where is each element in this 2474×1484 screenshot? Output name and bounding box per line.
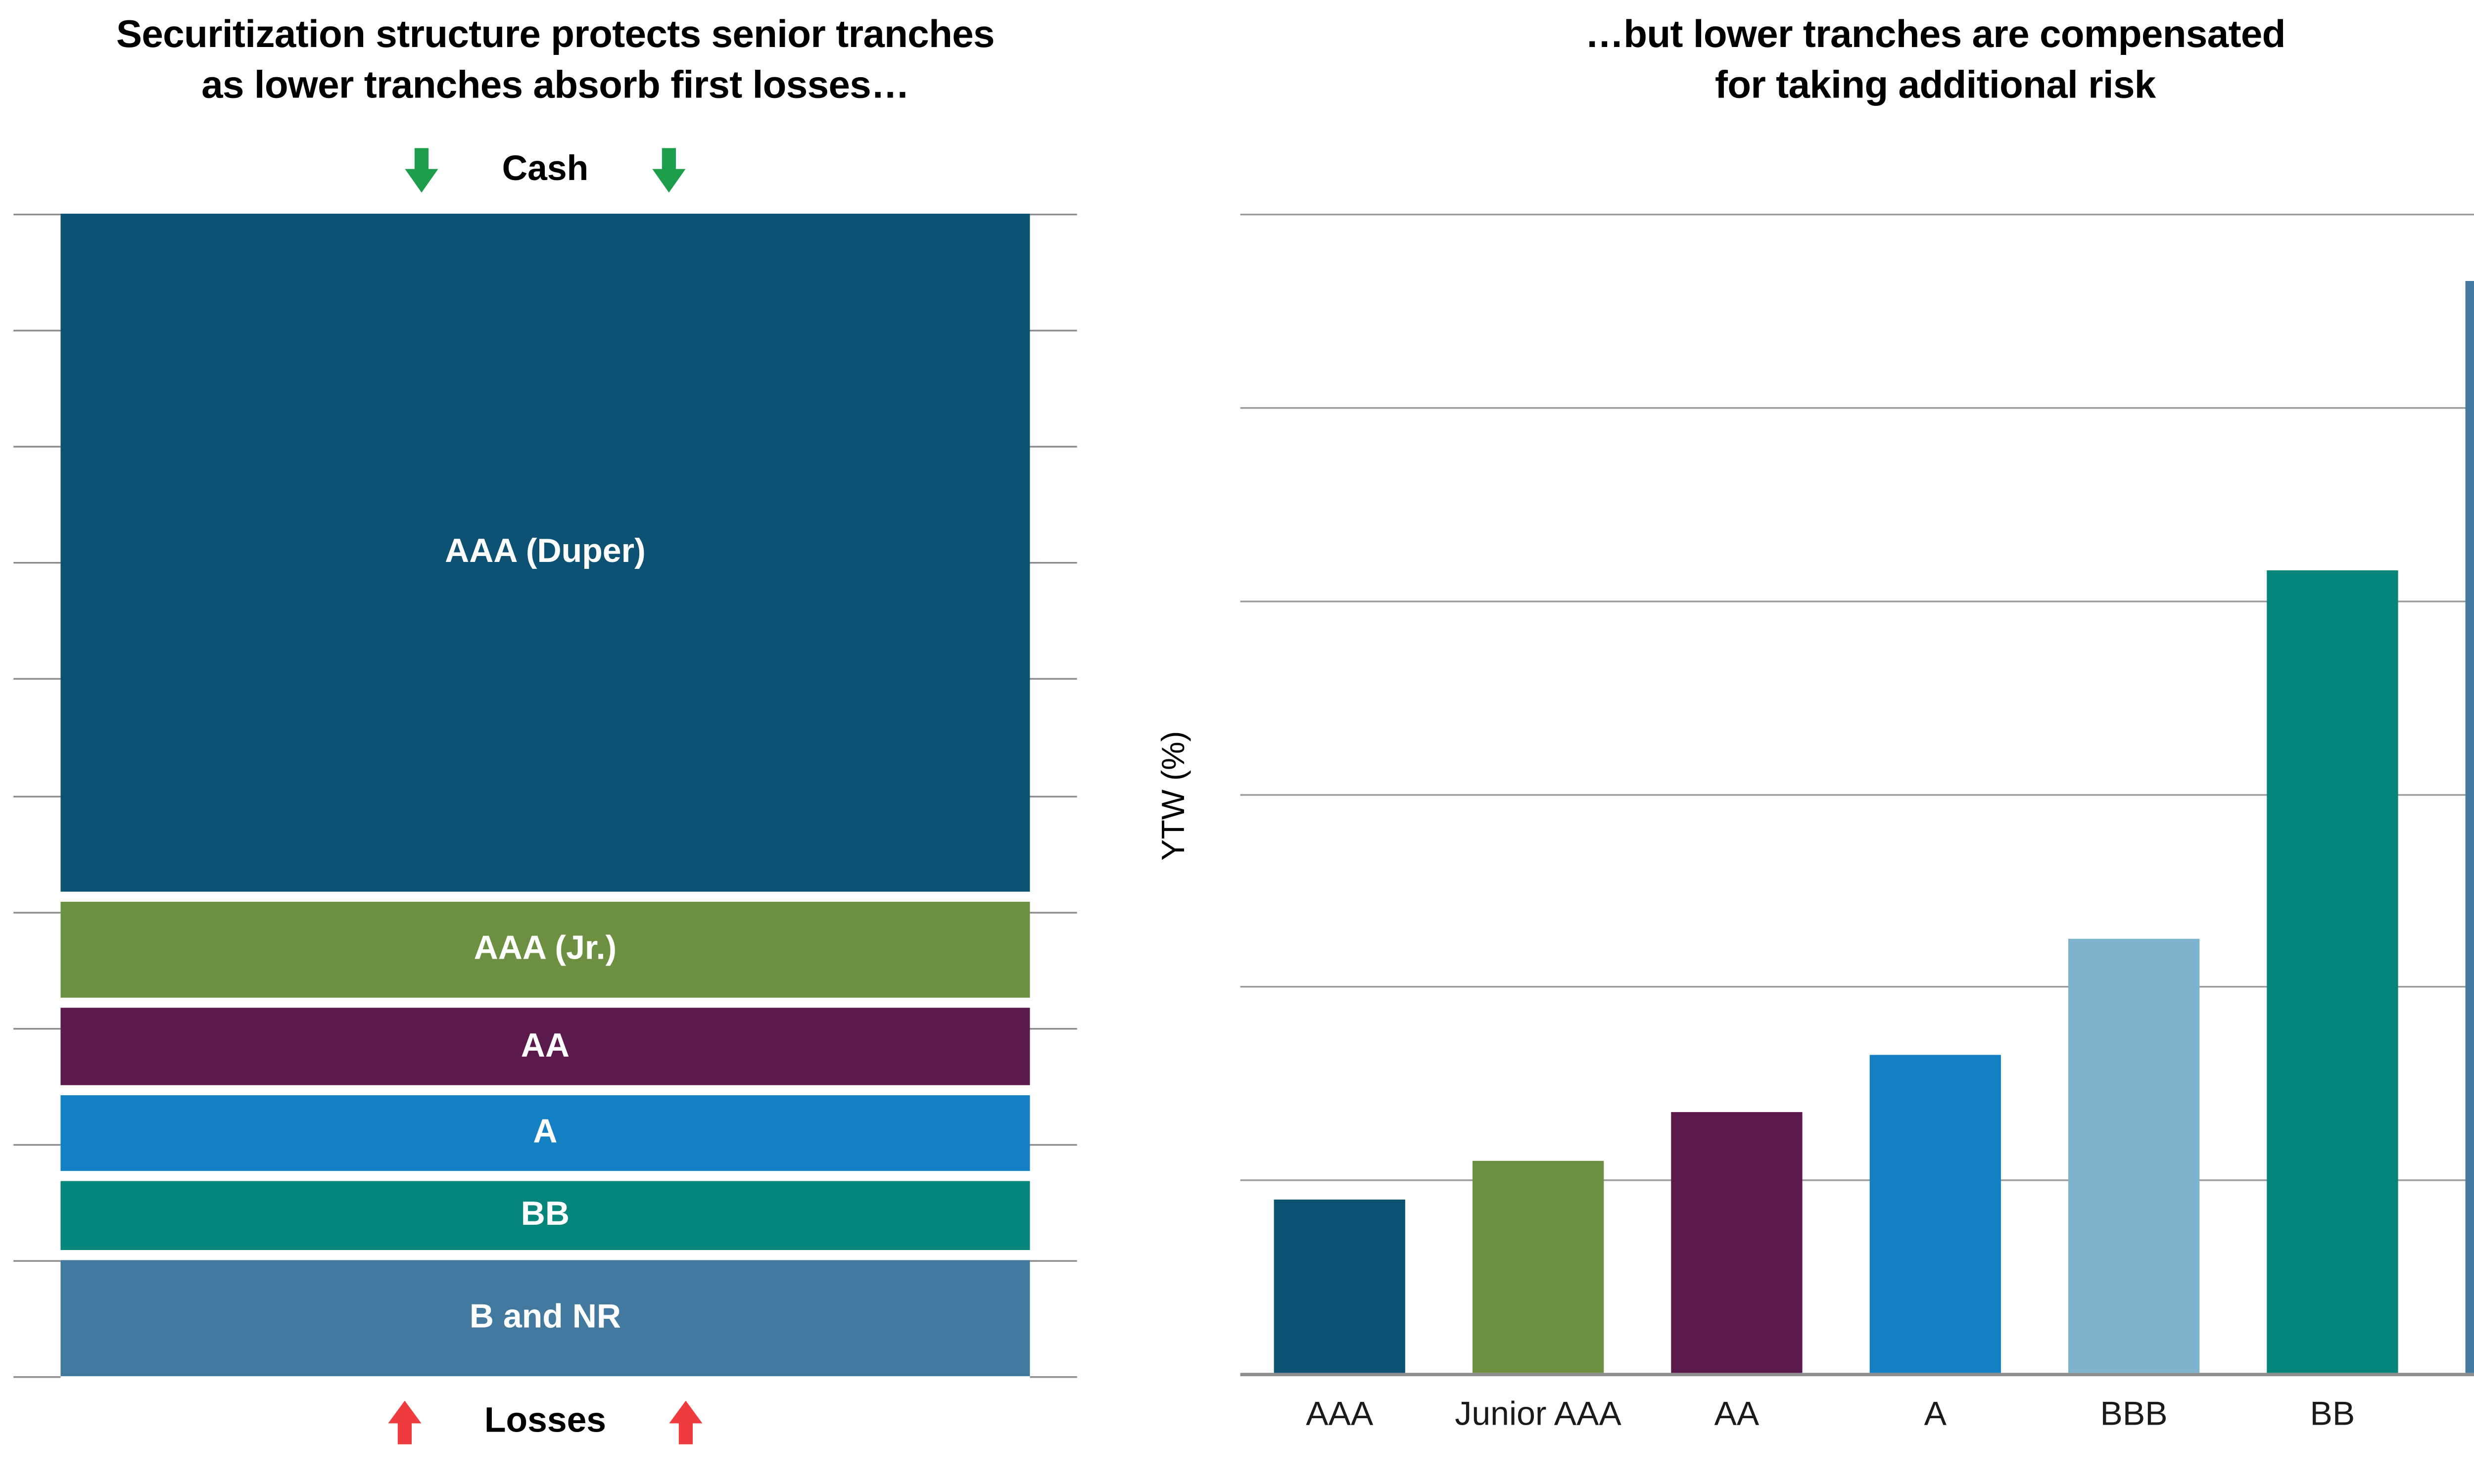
bar-junior-aaa (1473, 1160, 1604, 1373)
bar-b (2465, 281, 2474, 1373)
axis-tick (13, 1144, 61, 1146)
structure-left-axis-ticks (13, 213, 61, 1378)
left-chart-title-line2: as lower tranches absorb first losses… (201, 63, 909, 107)
axis-tick (13, 1027, 61, 1029)
bar-aa (1671, 1112, 1803, 1373)
axis-tick (13, 795, 61, 797)
gridline (1240, 213, 2474, 216)
cash-down-arrow-right-icon (652, 147, 685, 192)
tranche-label-bb: BB (521, 1196, 570, 1234)
x-label-aaa: AAA (1306, 1396, 1374, 1434)
axis-tick (1030, 1144, 1077, 1146)
x-label-aa: AA (1714, 1396, 1760, 1434)
gridline (1240, 986, 2474, 988)
bars-container (1240, 214, 2474, 1373)
axis-tick (13, 1376, 61, 1378)
bar-slot-b (2432, 214, 2474, 1373)
structure-chart-panel: Securitization structure protects senior… (0, 0, 1111, 1484)
losses-up-arrow-right-icon (669, 1399, 703, 1444)
cash-down-arrow-left-icon (405, 147, 439, 192)
left-chart-title-line1: Securitization structure protects senior… (116, 11, 995, 56)
axis-tick (1030, 1260, 1077, 1262)
axis-tick (1030, 795, 1077, 797)
tranche-label-aaa-jr: AAA (Jr.) (474, 930, 617, 967)
tranche-block-a: A (60, 1096, 1030, 1172)
x-label-bbb: BBB (2100, 1396, 2168, 1434)
gridline (1240, 600, 2474, 602)
tranche-block-aa: AA (60, 1007, 1030, 1086)
x-label-b: B (2432, 1396, 2474, 1435)
right-chart-title-line1: …but lower tranches are compensated (1585, 11, 2286, 56)
x-label-a: A (1924, 1396, 1947, 1434)
axis-tick (1030, 446, 1077, 448)
gridline (1240, 793, 2474, 795)
bar-slot-bb (2233, 214, 2431, 1373)
x-label-bb: BB (2310, 1396, 2355, 1434)
bar-slot-aaa (1240, 214, 1439, 1373)
right-chart-title: …but lower tranches are compensated for … (1240, 8, 2474, 111)
y-axis-label-wrap: YTW (%) (1111, 214, 1240, 1376)
axis-tick (1030, 213, 1077, 216)
losses-flow-row: Losses (60, 1393, 1030, 1450)
tranche-label-b-and-nr: B and NR (469, 1298, 621, 1336)
cash-label: Cash (502, 149, 589, 188)
gridlines (1240, 213, 2474, 1373)
axis-tick (1030, 1027, 1077, 1029)
axis-tick (13, 446, 61, 448)
gridline (1240, 1179, 2474, 1182)
axis-tick (1030, 1376, 1077, 1378)
tranche-block-aaa-duper: AAA (Duper) (60, 213, 1030, 891)
x-label-junior-aaa: Junior AAA (1455, 1396, 1621, 1434)
bar-slot-bbb (2035, 214, 2233, 1373)
tranche-block-bb: BB (60, 1181, 1030, 1250)
losses-label: Losses (484, 1401, 607, 1440)
tranche-label-aaa-duper: AAA (Duper) (445, 533, 646, 570)
tranche-block-aaa-jr: AAA (Jr.) (60, 901, 1030, 998)
axis-tick (13, 562, 61, 564)
y-axis-label: YTW (%) (1157, 730, 1192, 860)
axis-tick (13, 1260, 61, 1262)
bar-a (1869, 1054, 2001, 1373)
axis-tick (1030, 911, 1077, 913)
bar-plot-area (1240, 213, 2474, 1377)
left-chart-title: Securitization structure protects senior… (0, 8, 1111, 111)
axis-tick (13, 329, 61, 332)
gridline (1240, 407, 2474, 409)
cash-flow-row: Cash (60, 141, 1030, 199)
axis-tick (13, 213, 61, 216)
structure-right-axis-ticks (1030, 213, 1077, 1378)
tranche-stack: AAA (Duper) AAA (Jr.) AA A BB B and NR (60, 213, 1030, 1377)
bar-slot-aa (1637, 214, 1836, 1373)
axis-tick (1030, 678, 1077, 681)
ytw-bar-chart-panel: …but lower tranches are compensated for … (1111, 0, 2474, 1484)
tranche-label-a: A (533, 1114, 558, 1152)
axis-tick (1030, 562, 1077, 564)
bar-slot-a (1836, 214, 2035, 1373)
bar-bbb (2068, 938, 2200, 1373)
bar-slot-junior-aaa (1439, 214, 1637, 1373)
axis-tick (13, 678, 61, 681)
axis-tick (13, 911, 61, 913)
axis-tick (1030, 329, 1077, 332)
losses-up-arrow-left-icon (387, 1399, 421, 1444)
tranche-label-aa: AA (521, 1027, 570, 1065)
tranche-block-b-and-nr: B and NR (60, 1260, 1030, 1377)
bar-bb (2267, 571, 2398, 1373)
bar-aaa (1274, 1199, 1405, 1373)
right-chart-title-line2: for taking additional risk (1714, 63, 2156, 107)
